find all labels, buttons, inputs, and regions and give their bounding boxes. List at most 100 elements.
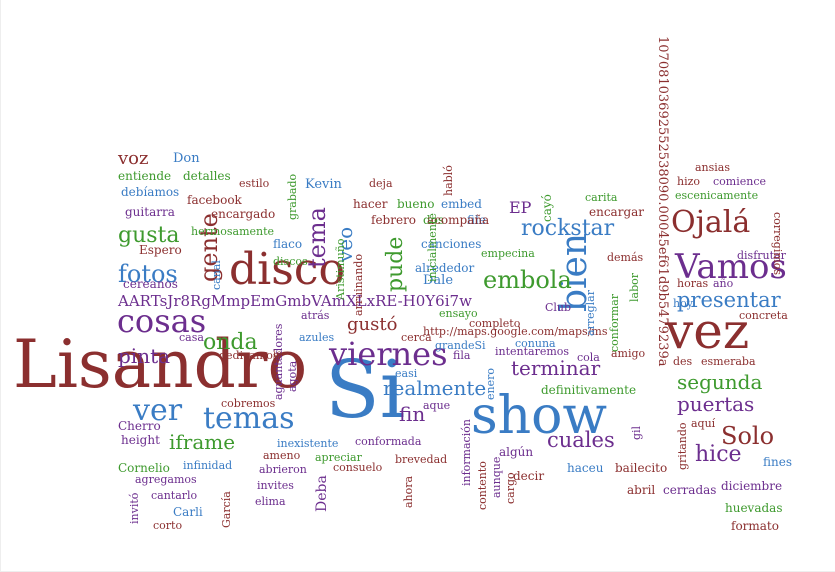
cloud-word: rockstar (521, 216, 615, 241)
cloud-word: ahora (402, 475, 415, 508)
cloud-word: abril (627, 483, 656, 497)
cloud-word: fila (453, 349, 471, 362)
cloud-word: voz (118, 148, 149, 169)
cloud-word: formato (731, 519, 779, 533)
cloud-word: García (220, 491, 233, 528)
cloud-word: tema (303, 207, 331, 268)
cloud-word: ansias (695, 161, 731, 174)
cloud-word: gusta (118, 223, 180, 248)
cloud-word: agregamos (135, 473, 197, 486)
cloud-word: diciembre (721, 479, 783, 493)
cloud-word: cola (577, 351, 600, 364)
cloud-word: canal (210, 260, 223, 290)
cloud-word: fotos (118, 260, 178, 288)
cloud-word: inicialmente (426, 213, 439, 282)
cloud-word: consuelo (333, 461, 383, 474)
cloud-word: realmente (383, 376, 487, 400)
cloud-word: invitó (128, 492, 141, 524)
cloud-word: cerca (401, 331, 432, 344)
cloud-word: temas (203, 401, 295, 436)
cloud-word: concreta (739, 309, 788, 322)
cloud-word: definitivamente (541, 383, 637, 397)
cloud-word: Lisandro (13, 326, 308, 403)
cloud-word: hermosamente (191, 225, 275, 238)
cloud-word: bailecito (615, 461, 668, 475)
cloud-word: ie (273, 349, 283, 360)
cloud-word: fin (399, 402, 426, 426)
cloud-word: AARTsJr8RgMmpEmGmbVAmXLxRE-H0Y6i7w (118, 292, 472, 310)
cloud-word: enero (484, 368, 497, 400)
cloud-word: flaco (273, 237, 303, 251)
cloud-word: encargar (589, 205, 645, 219)
cloud-word: inexistente (277, 437, 339, 450)
cloud-word: información (460, 419, 473, 486)
cloud-word: iframe (169, 430, 236, 454)
cloud-word: Cherro (118, 419, 161, 433)
cloud-word: Aristimuño (334, 238, 347, 300)
cloud-word: Kevin (305, 177, 342, 192)
cloud-word: escenicamente (675, 189, 759, 202)
cloud-word: gritando (676, 422, 689, 470)
cloud-word: viernes (329, 335, 448, 373)
cloud-word: brevedad (395, 453, 448, 466)
cloud-word: huevadas (725, 501, 783, 515)
cloud-word: demás (607, 251, 644, 264)
cloud-word: atrás (301, 309, 330, 322)
cloud-word: febrero (371, 213, 417, 227)
cloud-word: corregimos (771, 212, 784, 276)
cloud-word: pinta (118, 344, 171, 368)
cloud-word: invites (257, 479, 294, 492)
cloud-word: detalles (183, 169, 231, 183)
cloud-word: entiende (118, 169, 172, 183)
cloud-word: Espero (139, 243, 182, 257)
cloud-word: deja (369, 177, 393, 190)
cloud-word: abrieron (259, 463, 307, 476)
cloud-word: empecina (481, 247, 535, 260)
cloud-word: Carli (173, 505, 203, 519)
cloud-word: 10708103692552538090.00045ef61d9b5479239… (655, 36, 670, 367)
cloud-word: cereanos (123, 277, 178, 291)
cloud-word: Club (545, 301, 572, 314)
cloud-word: arreglar (584, 290, 597, 336)
cloud-word: aquí (691, 417, 716, 430)
cloud-word: pude (383, 236, 408, 292)
cloud-word: ameno (263, 449, 301, 462)
cloud-word: intentaremos (495, 345, 570, 358)
cloud-word: agota (286, 360, 299, 392)
cloud-word: infinidad (183, 459, 233, 472)
cloud-word: facebook (187, 193, 242, 207)
cloud-word: easi (395, 367, 418, 380)
cloud-word: cosas (117, 302, 207, 340)
cloud-word: bueno (397, 197, 435, 211)
cloud-word: Ojalá (671, 205, 751, 240)
cloud-word: embed (441, 197, 482, 211)
cloud-word: disco (229, 244, 345, 295)
cloud-word: presentar (677, 288, 781, 312)
cloud-word: amigo (611, 347, 646, 360)
cloud-word: embola (483, 266, 572, 294)
cloud-word: canciones (421, 237, 482, 251)
cloud-word: cerradas (663, 483, 717, 497)
cloud-word: http://maps.google.com/maps/ms (423, 325, 608, 338)
cloud-word: año (713, 277, 734, 290)
cloud-word: Si (325, 343, 406, 436)
cloud-word: puertas (677, 392, 755, 416)
cloud-word: elima (255, 495, 286, 508)
cloud-word: Solo (721, 422, 775, 450)
cloud-word: EP (509, 198, 532, 217)
cloud-word: conformar (608, 293, 621, 352)
cloud-word: hizo (677, 175, 701, 188)
cloud-word: conformada (355, 435, 422, 448)
cloud-word: cantarlo (151, 489, 198, 502)
cloud-word: hoy (673, 297, 693, 310)
cloud-word: terminar (511, 356, 601, 380)
cloud-word: alrededor (415, 261, 475, 275)
cloud-word: Don (173, 151, 200, 166)
cloud-word: guitarra (125, 205, 175, 219)
cloud-word: cobremos (221, 397, 276, 410)
cloud-word: encargado (211, 207, 276, 221)
cloud-word: estilo (239, 177, 270, 190)
cloud-word: algún (499, 445, 534, 459)
cloud-word: onda (203, 330, 258, 355)
